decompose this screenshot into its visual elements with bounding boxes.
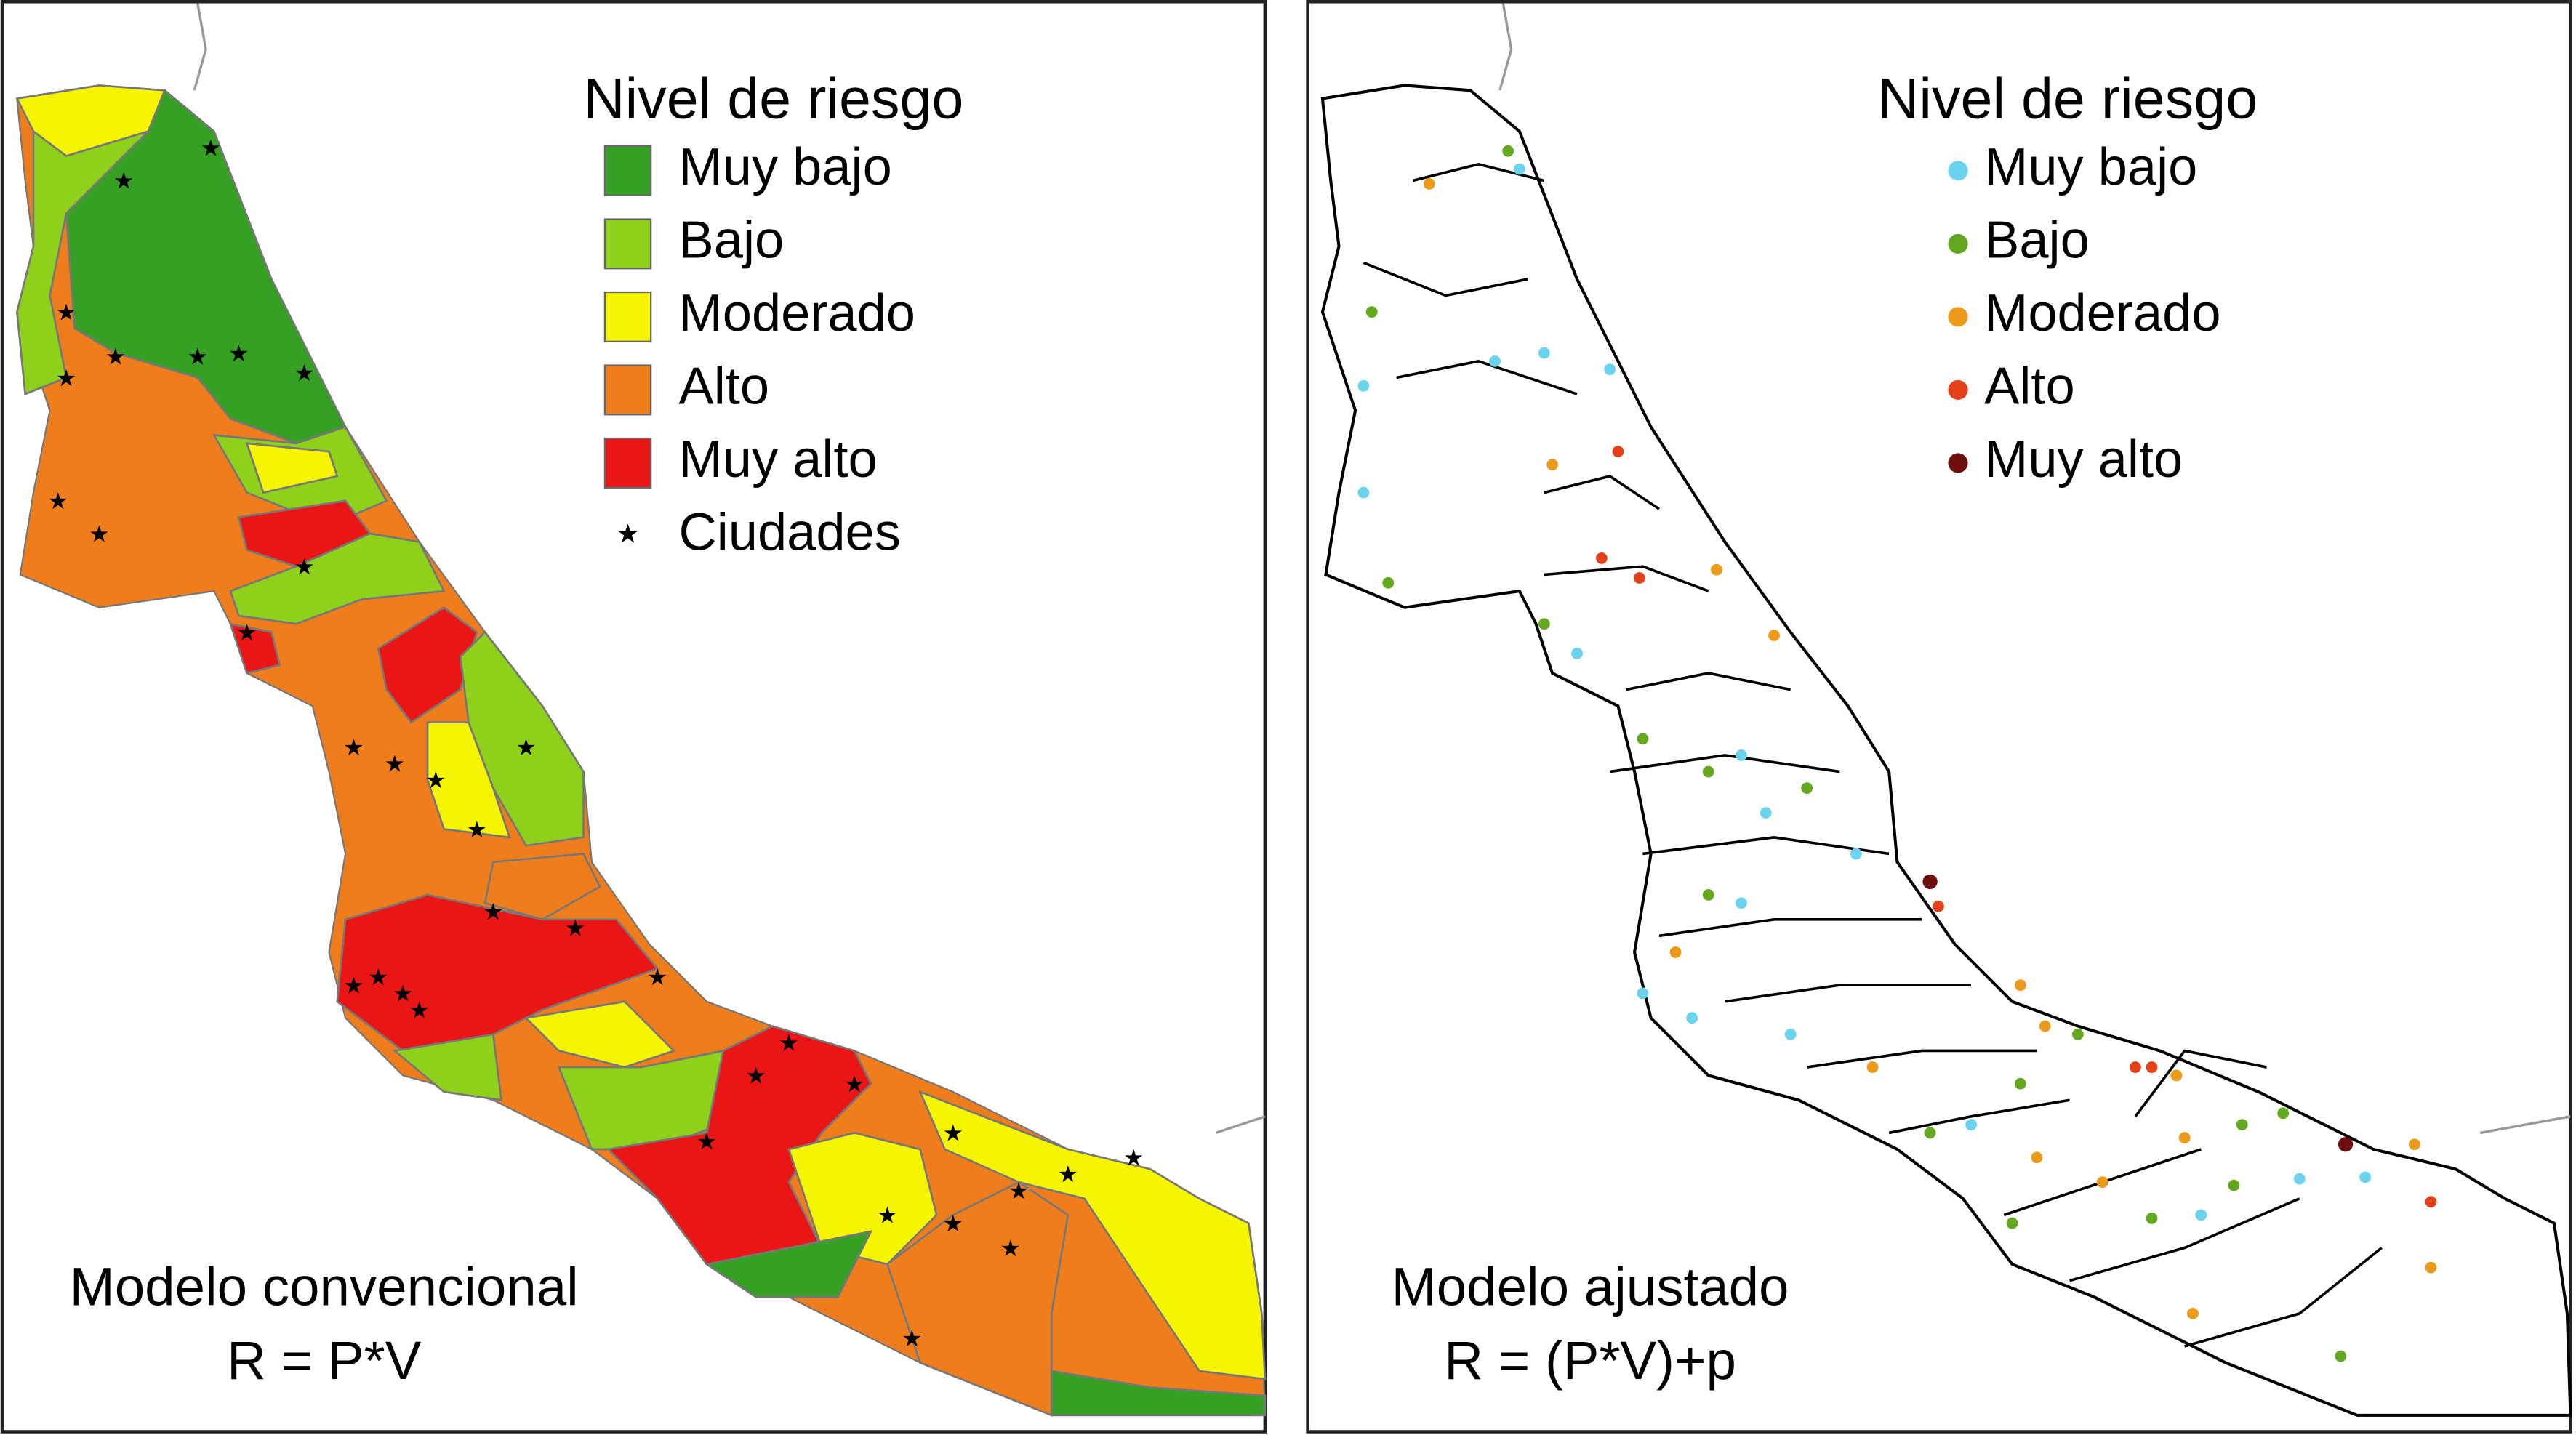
legend-swatch xyxy=(603,218,652,270)
svg-text:★: ★ xyxy=(467,816,487,843)
panel-right xyxy=(1306,0,2572,1434)
legend-symbol xyxy=(1948,307,1968,327)
legend-label: Moderado xyxy=(1984,284,2220,342)
svg-text:★: ★ xyxy=(343,734,364,760)
svg-text:★: ★ xyxy=(746,1063,766,1089)
legend-label: Bajo xyxy=(679,211,785,269)
svg-text:★: ★ xyxy=(697,1128,717,1154)
svg-text:★: ★ xyxy=(483,899,503,925)
model-formula: R = P*V xyxy=(227,1330,421,1391)
legend-label: Muy bajo xyxy=(1984,138,2197,196)
legend-symbol xyxy=(1948,233,1968,254)
svg-text:★: ★ xyxy=(113,168,134,194)
svg-text:★: ★ xyxy=(228,340,249,366)
svg-text:★: ★ xyxy=(1008,1178,1029,1204)
svg-text:★: ★ xyxy=(393,981,413,1007)
legend-label: Alto xyxy=(679,358,770,416)
risk-regions xyxy=(15,84,1267,1417)
svg-text:★: ★ xyxy=(565,915,585,941)
legend-label: Muy alto xyxy=(679,430,878,489)
model-formula: R = (P*V)+p xyxy=(1444,1330,1736,1391)
svg-text:★: ★ xyxy=(515,734,536,760)
svg-text:★: ★ xyxy=(1000,1235,1021,1261)
legend-label: Muy bajo xyxy=(679,138,892,196)
legend-label: Moderado xyxy=(679,284,915,342)
svg-text:★: ★ xyxy=(56,365,76,391)
legend-symbol xyxy=(1948,453,1968,473)
svg-text:★: ★ xyxy=(368,964,388,990)
svg-text:★: ★ xyxy=(89,520,109,547)
model-name: Modelo ajustado xyxy=(1392,1257,1789,1317)
model-name: Modelo convencional xyxy=(70,1257,579,1317)
legend-label: Alto xyxy=(1984,358,2075,416)
svg-text:★: ★ xyxy=(105,343,126,369)
svg-text:★: ★ xyxy=(294,360,314,386)
legend-title: Nivel de riesgo xyxy=(584,66,964,131)
legend-symbol xyxy=(1948,161,1968,181)
svg-text:★: ★ xyxy=(385,751,405,777)
legend-swatch xyxy=(603,437,652,489)
svg-text:★: ★ xyxy=(343,972,364,998)
panel-left: ★★★★ ★ ★★★ ★★★★ ★★★★ ★★★★ ★★★★ ★★★★ ★★★★ … xyxy=(0,0,1267,1434)
risk-points xyxy=(1357,145,2437,1362)
legend-swatch xyxy=(603,364,652,416)
svg-text:★: ★ xyxy=(294,554,314,580)
legend-label: Ciudades xyxy=(679,504,901,562)
legend-swatch xyxy=(603,291,652,342)
labels: Nivel de riesgo Muy bajo Bajo Moderado Alto M… xyxy=(70,66,2258,1391)
legend-symbol xyxy=(1948,379,1968,400)
svg-text:★: ★ xyxy=(425,767,446,793)
cities: ★★★★ ★ ★★★ ★★★★ ★★★★ ★★★★ ★★★★ ★★★★ ★★★★ … xyxy=(48,135,1144,1351)
svg-text:★: ★ xyxy=(779,1029,799,1056)
svg-text:★: ★ xyxy=(188,343,208,369)
svg-text:★: ★ xyxy=(902,1325,922,1351)
svg-text:★: ★ xyxy=(1058,1161,1078,1187)
svg-text:★: ★ xyxy=(409,997,430,1023)
svg-text:★: ★ xyxy=(943,1120,963,1146)
svg-text:★: ★ xyxy=(201,135,221,161)
svg-text:★: ★ xyxy=(943,1210,963,1237)
svg-text:★: ★ xyxy=(877,1202,897,1229)
legend-symbol: ★ xyxy=(616,518,639,548)
legend-label: Muy alto xyxy=(1984,430,2183,489)
svg-text:★: ★ xyxy=(236,619,257,646)
svg-text:★: ★ xyxy=(844,1071,864,1097)
svg-text:★: ★ xyxy=(56,299,76,325)
legend-title: Nivel de riesgo xyxy=(1877,66,2258,131)
svg-text:★: ★ xyxy=(48,488,68,514)
svg-text:★: ★ xyxy=(647,964,667,990)
legend-label: Bajo xyxy=(1984,211,2090,269)
legend-swatch xyxy=(603,145,652,196)
svg-text:★: ★ xyxy=(1123,1145,1144,1171)
